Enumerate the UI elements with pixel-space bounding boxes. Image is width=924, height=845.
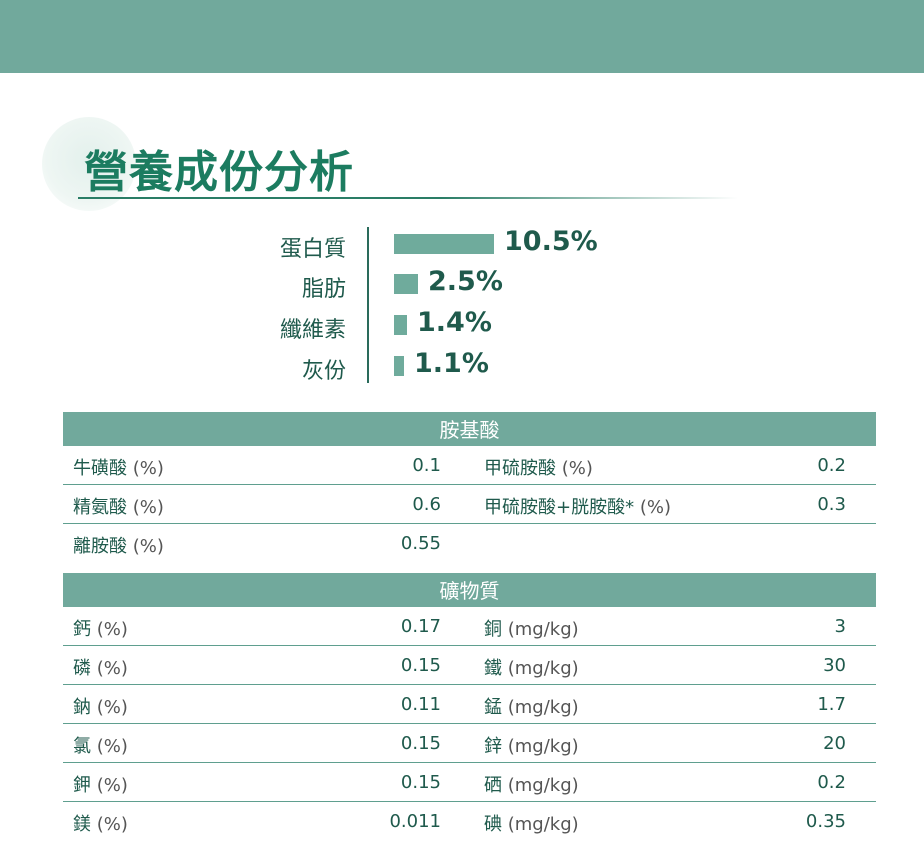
- item-label: 鋅 (mg/kg): [484, 736, 579, 757]
- item-label: 鈉 (%): [73, 697, 128, 718]
- nutrient-row-fiber: 纖維素 1.4%: [0, 307, 924, 345]
- item-label: 磷 (%): [73, 658, 128, 679]
- item-label: 精氨酸 (%): [73, 497, 164, 518]
- item-value: 0.011: [389, 811, 441, 832]
- item-value: 30: [823, 655, 846, 676]
- item-value: 0.15: [400, 733, 441, 754]
- item-label: 鉀 (%): [73, 775, 128, 796]
- nutrient-row-protein: 蛋白質 10.5%: [0, 226, 924, 264]
- table-row: 牛磺酸 (%) 0.1 甲硫胺酸 (%) 0.2: [63, 446, 876, 485]
- nutrient-label: 蛋白質: [279, 237, 346, 262]
- item-value: 20: [823, 733, 846, 754]
- item-value: 0.3: [817, 494, 846, 515]
- table-row: 精氨酸 (%) 0.6 甲硫胺酸+胱胺酸* (%) 0.3: [63, 485, 876, 524]
- nutrient-value: 2.5%: [428, 266, 503, 297]
- nutrient-label: 灰份: [301, 359, 346, 384]
- nutrient-label: 脂肪: [301, 277, 346, 302]
- nutrient-bar: [394, 274, 418, 294]
- item-label: 銅 (mg/kg): [484, 619, 579, 640]
- page-title: 營養成份分析: [84, 147, 354, 198]
- item-label: 氯 (%): [73, 736, 128, 757]
- item-label: 甲硫胺酸 (%): [484, 458, 593, 479]
- nutrient-value: 1.1%: [414, 348, 489, 379]
- item-value: 0.2: [817, 772, 846, 793]
- nutrient-value: 1.4%: [417, 307, 492, 338]
- item-value: 0.15: [400, 772, 441, 793]
- item-label: 錳 (mg/kg): [484, 697, 579, 718]
- nutrient-bar: [394, 356, 404, 376]
- item-label: 鐵 (mg/kg): [484, 658, 579, 679]
- nutrient-bar: [394, 234, 494, 254]
- item-value: 0.55: [400, 533, 441, 554]
- table-row: 鈣 (%) 0.17 銅 (mg/kg) 3: [63, 607, 876, 646]
- nutrient-label: 纖維素: [279, 318, 346, 343]
- amino-acid-header: 胺基酸: [63, 412, 876, 446]
- nutrient-axis-line: [367, 227, 369, 383]
- item-label: 離胺酸 (%): [73, 536, 164, 557]
- table-row: 磷 (%) 0.15 鐵 (mg/kg) 30: [63, 646, 876, 685]
- nutrient-row-fat: 脂肪 2.5%: [0, 266, 924, 304]
- item-label: 鈣 (%): [73, 619, 128, 640]
- item-value: 0.35: [805, 811, 846, 832]
- table-row: 鈉 (%) 0.11 錳 (mg/kg) 1.7: [63, 685, 876, 724]
- nutrient-row-ash: 灰份 1.1%: [0, 348, 924, 386]
- item-value: 0.1: [412, 455, 441, 476]
- top-banner: [0, 0, 924, 73]
- item-value: 0.11: [400, 694, 441, 715]
- item-label: 碘 (mg/kg): [484, 814, 579, 835]
- table-row: 離胺酸 (%) 0.55: [63, 524, 876, 563]
- item-label: 硒 (mg/kg): [484, 775, 579, 796]
- title-underline: [78, 197, 738, 199]
- item-value: 3: [834, 616, 846, 637]
- mineral-table: 礦物質 鈣 (%) 0.17 銅 (mg/kg) 3 磷 (%) 0.15 鐵 …: [63, 573, 876, 841]
- table-row: 氯 (%) 0.15 鋅 (mg/kg) 20: [63, 724, 876, 763]
- nutrient-value: 10.5%: [504, 226, 598, 257]
- nutrient-bar: [394, 315, 407, 335]
- item-value: 1.7: [817, 694, 846, 715]
- item-label: 鎂 (%): [73, 814, 128, 835]
- title-decor-circle: [42, 117, 136, 211]
- mineral-header: 礦物質: [63, 573, 876, 607]
- item-label: 牛磺酸 (%): [73, 458, 164, 479]
- item-value: 0.2: [817, 455, 846, 476]
- table-row: 鎂 (%) 0.011 碘 (mg/kg) 0.35: [63, 802, 876, 841]
- table-row: 鉀 (%) 0.15 硒 (mg/kg) 0.2: [63, 763, 876, 802]
- item-value: 0.17: [400, 616, 441, 637]
- amino-acid-table: 胺基酸 牛磺酸 (%) 0.1 甲硫胺酸 (%) 0.2 精氨酸 (%) 0.6…: [63, 412, 876, 563]
- item-label: 甲硫胺酸+胱胺酸* (%): [484, 497, 671, 518]
- item-value: 0.6: [412, 494, 441, 515]
- item-value: 0.15: [400, 655, 441, 676]
